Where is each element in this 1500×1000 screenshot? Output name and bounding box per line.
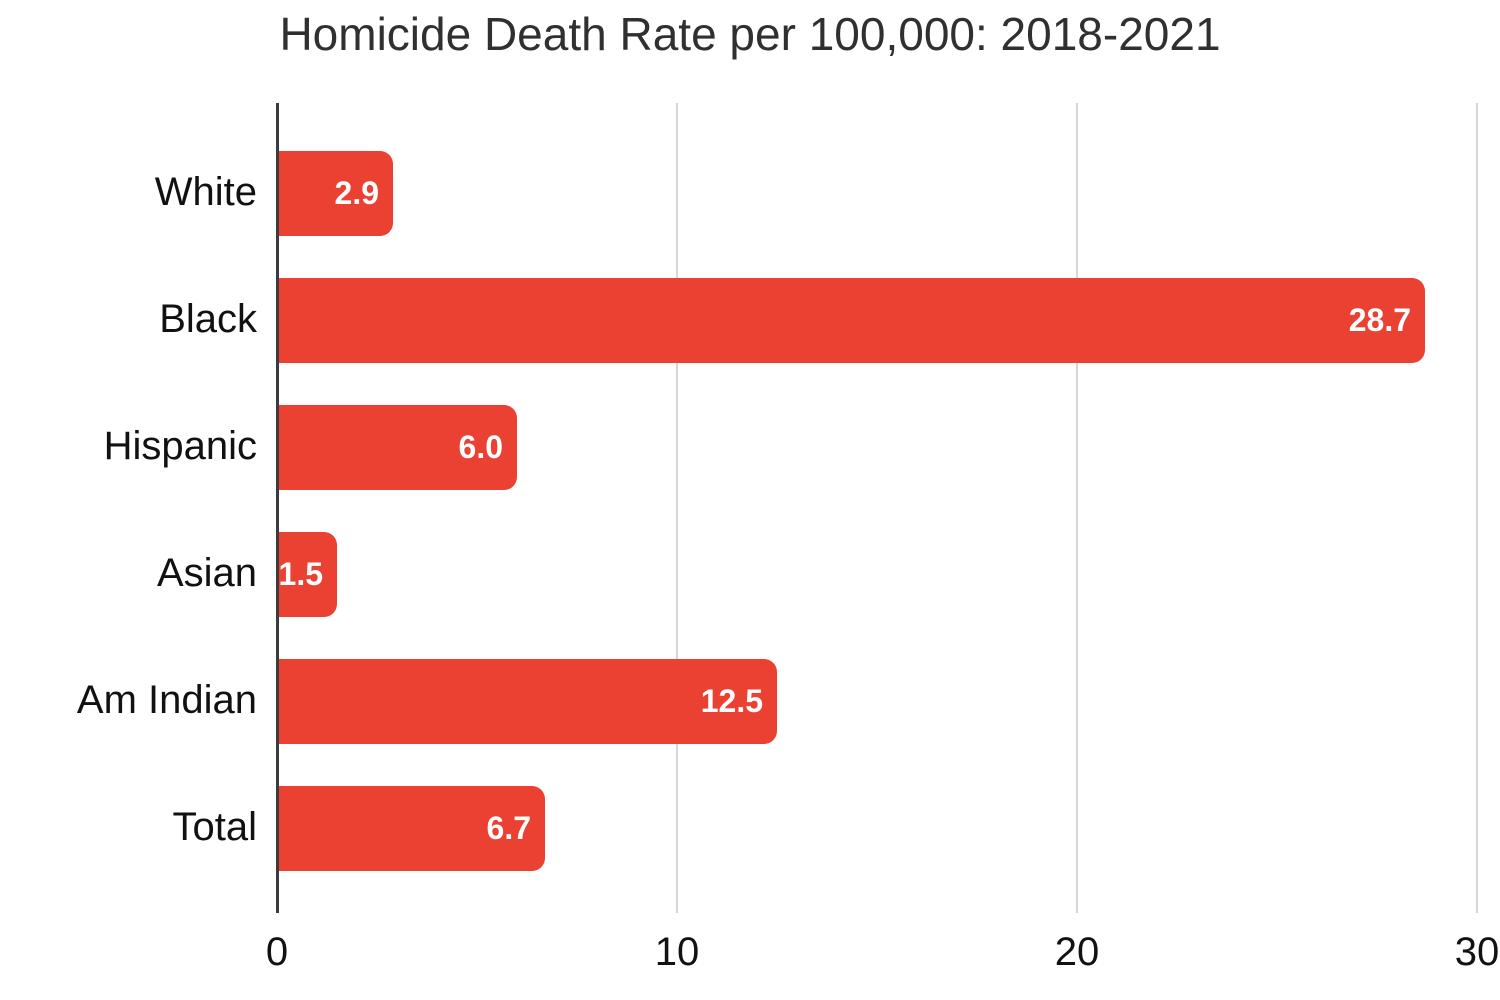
- category-label-hispanic: Hispanic: [103, 424, 257, 468]
- bar-hispanic: 6.0: [279, 404, 517, 490]
- bar-asian: 1.5: [278, 531, 337, 617]
- bar-am-indian: 12.5: [279, 658, 777, 744]
- bar-white: 2.9: [279, 150, 393, 236]
- bar-value-label: 6.0: [458, 428, 503, 465]
- bar-total: 6.7: [279, 785, 545, 871]
- bar-value-label: 28.7: [1348, 301, 1411, 338]
- x-gridline-20: [1076, 103, 1078, 913]
- chart-title: Homicide Death Rate per 100,000: 2018-20…: [279, 8, 1221, 60]
- bar-value-label: 2.9: [334, 174, 379, 211]
- bar-value-label: 6.7: [486, 809, 531, 846]
- category-label-black: Black: [159, 297, 257, 341]
- x-gridline-30: [1476, 103, 1478, 913]
- bar-value-label: 1.5: [278, 555, 323, 592]
- x-gridline-10: [676, 103, 678, 913]
- bar-black: 28.7: [279, 277, 1425, 363]
- x-tick-label-10: 10: [654, 930, 700, 974]
- x-tick-label-20: 20: [1054, 930, 1100, 974]
- category-label-white: White: [154, 170, 257, 214]
- category-label-am-indian: Am Indian: [76, 678, 257, 722]
- category-label-asian: Asian: [156, 551, 257, 595]
- category-label-total: Total: [172, 805, 258, 849]
- bar-value-label: 12.5: [700, 682, 763, 719]
- x-tick-label-0: 0: [265, 930, 289, 974]
- x-tick-label-30: 30: [1454, 930, 1500, 974]
- x-axis-baseline: [276, 103, 279, 913]
